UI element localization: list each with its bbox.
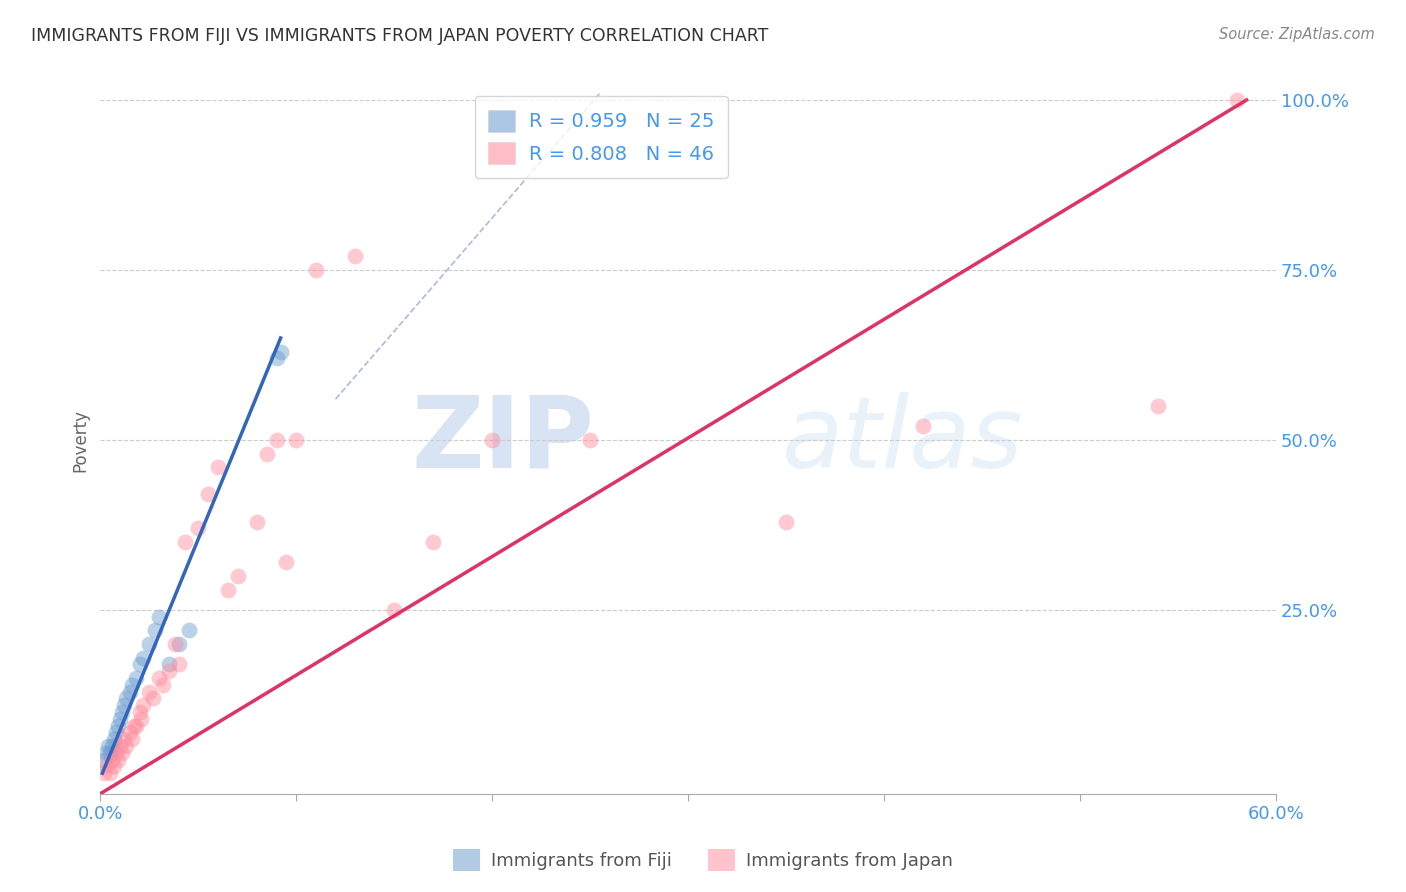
- Point: [93, 753, 115, 767]
- Point: [101, 753, 124, 767]
- Point: [138, 684, 160, 698]
- Point: [912, 419, 935, 434]
- Point: [1147, 399, 1170, 413]
- Point: [124, 719, 146, 733]
- Point: [114, 739, 136, 753]
- Point: [270, 344, 292, 359]
- Point: [112, 732, 135, 747]
- Point: [97, 739, 120, 753]
- Point: [132, 698, 155, 713]
- Point: [152, 678, 174, 692]
- Point: [246, 515, 269, 529]
- Point: [132, 650, 155, 665]
- Point: [1226, 93, 1249, 107]
- Point: [112, 698, 135, 713]
- Text: Source: ZipAtlas.com: Source: ZipAtlas.com: [1219, 27, 1375, 42]
- Point: [167, 657, 190, 672]
- Text: IMMIGRANTS FROM FIJI VS IMMIGRANTS FROM JAPAN POVERTY CORRELATION CHART: IMMIGRANTS FROM FIJI VS IMMIGRANTS FROM …: [31, 27, 768, 45]
- Point: [266, 433, 288, 447]
- Point: [118, 725, 141, 739]
- Point: [103, 732, 125, 747]
- Point: [138, 637, 160, 651]
- Point: [163, 637, 186, 651]
- Point: [105, 746, 128, 760]
- Point: [143, 624, 166, 638]
- Point: [382, 603, 405, 617]
- Point: [775, 515, 797, 529]
- Point: [148, 671, 170, 685]
- Text: ZIP: ZIP: [411, 392, 595, 489]
- Point: [108, 712, 131, 726]
- Point: [157, 665, 180, 679]
- Point: [422, 535, 444, 549]
- Point: [344, 249, 367, 263]
- Point: [148, 610, 170, 624]
- Point: [131, 712, 153, 726]
- Point: [177, 624, 200, 638]
- Point: [481, 433, 503, 447]
- Point: [207, 460, 229, 475]
- Point: [579, 433, 602, 447]
- Point: [108, 739, 131, 753]
- Point: [107, 753, 129, 767]
- Point: [124, 671, 146, 685]
- Point: [122, 719, 145, 733]
- Point: [197, 487, 219, 501]
- Point: [305, 263, 328, 277]
- Point: [96, 746, 118, 760]
- Point: [96, 759, 118, 773]
- Text: atlas: atlas: [782, 392, 1024, 489]
- Point: [266, 351, 288, 366]
- Point: [128, 705, 150, 719]
- Point: [98, 746, 121, 760]
- Point: [107, 719, 129, 733]
- Point: [226, 569, 249, 583]
- Point: [98, 766, 121, 780]
- Point: [121, 678, 143, 692]
- Point: [105, 725, 128, 739]
- Legend: Immigrants from Fiji, Immigrants from Japan: Immigrants from Fiji, Immigrants from Ja…: [446, 842, 960, 879]
- Point: [167, 637, 190, 651]
- Point: [256, 447, 278, 461]
- Point: [121, 732, 143, 747]
- Point: [187, 521, 209, 535]
- Legend: R = 0.959   N = 25, R = 0.808   N = 46: R = 0.959 N = 25, R = 0.808 N = 46: [474, 96, 728, 178]
- Point: [157, 657, 180, 672]
- Point: [101, 739, 124, 753]
- Point: [103, 759, 125, 773]
- Point: [111, 705, 134, 719]
- Point: [114, 691, 136, 706]
- Point: [217, 582, 239, 597]
- Point: [142, 691, 165, 706]
- Point: [276, 556, 298, 570]
- Point: [93, 766, 115, 780]
- Point: [111, 746, 134, 760]
- Point: [118, 684, 141, 698]
- Point: [285, 433, 308, 447]
- Y-axis label: Poverty: Poverty: [72, 409, 89, 472]
- Point: [173, 535, 195, 549]
- Point: [128, 657, 150, 672]
